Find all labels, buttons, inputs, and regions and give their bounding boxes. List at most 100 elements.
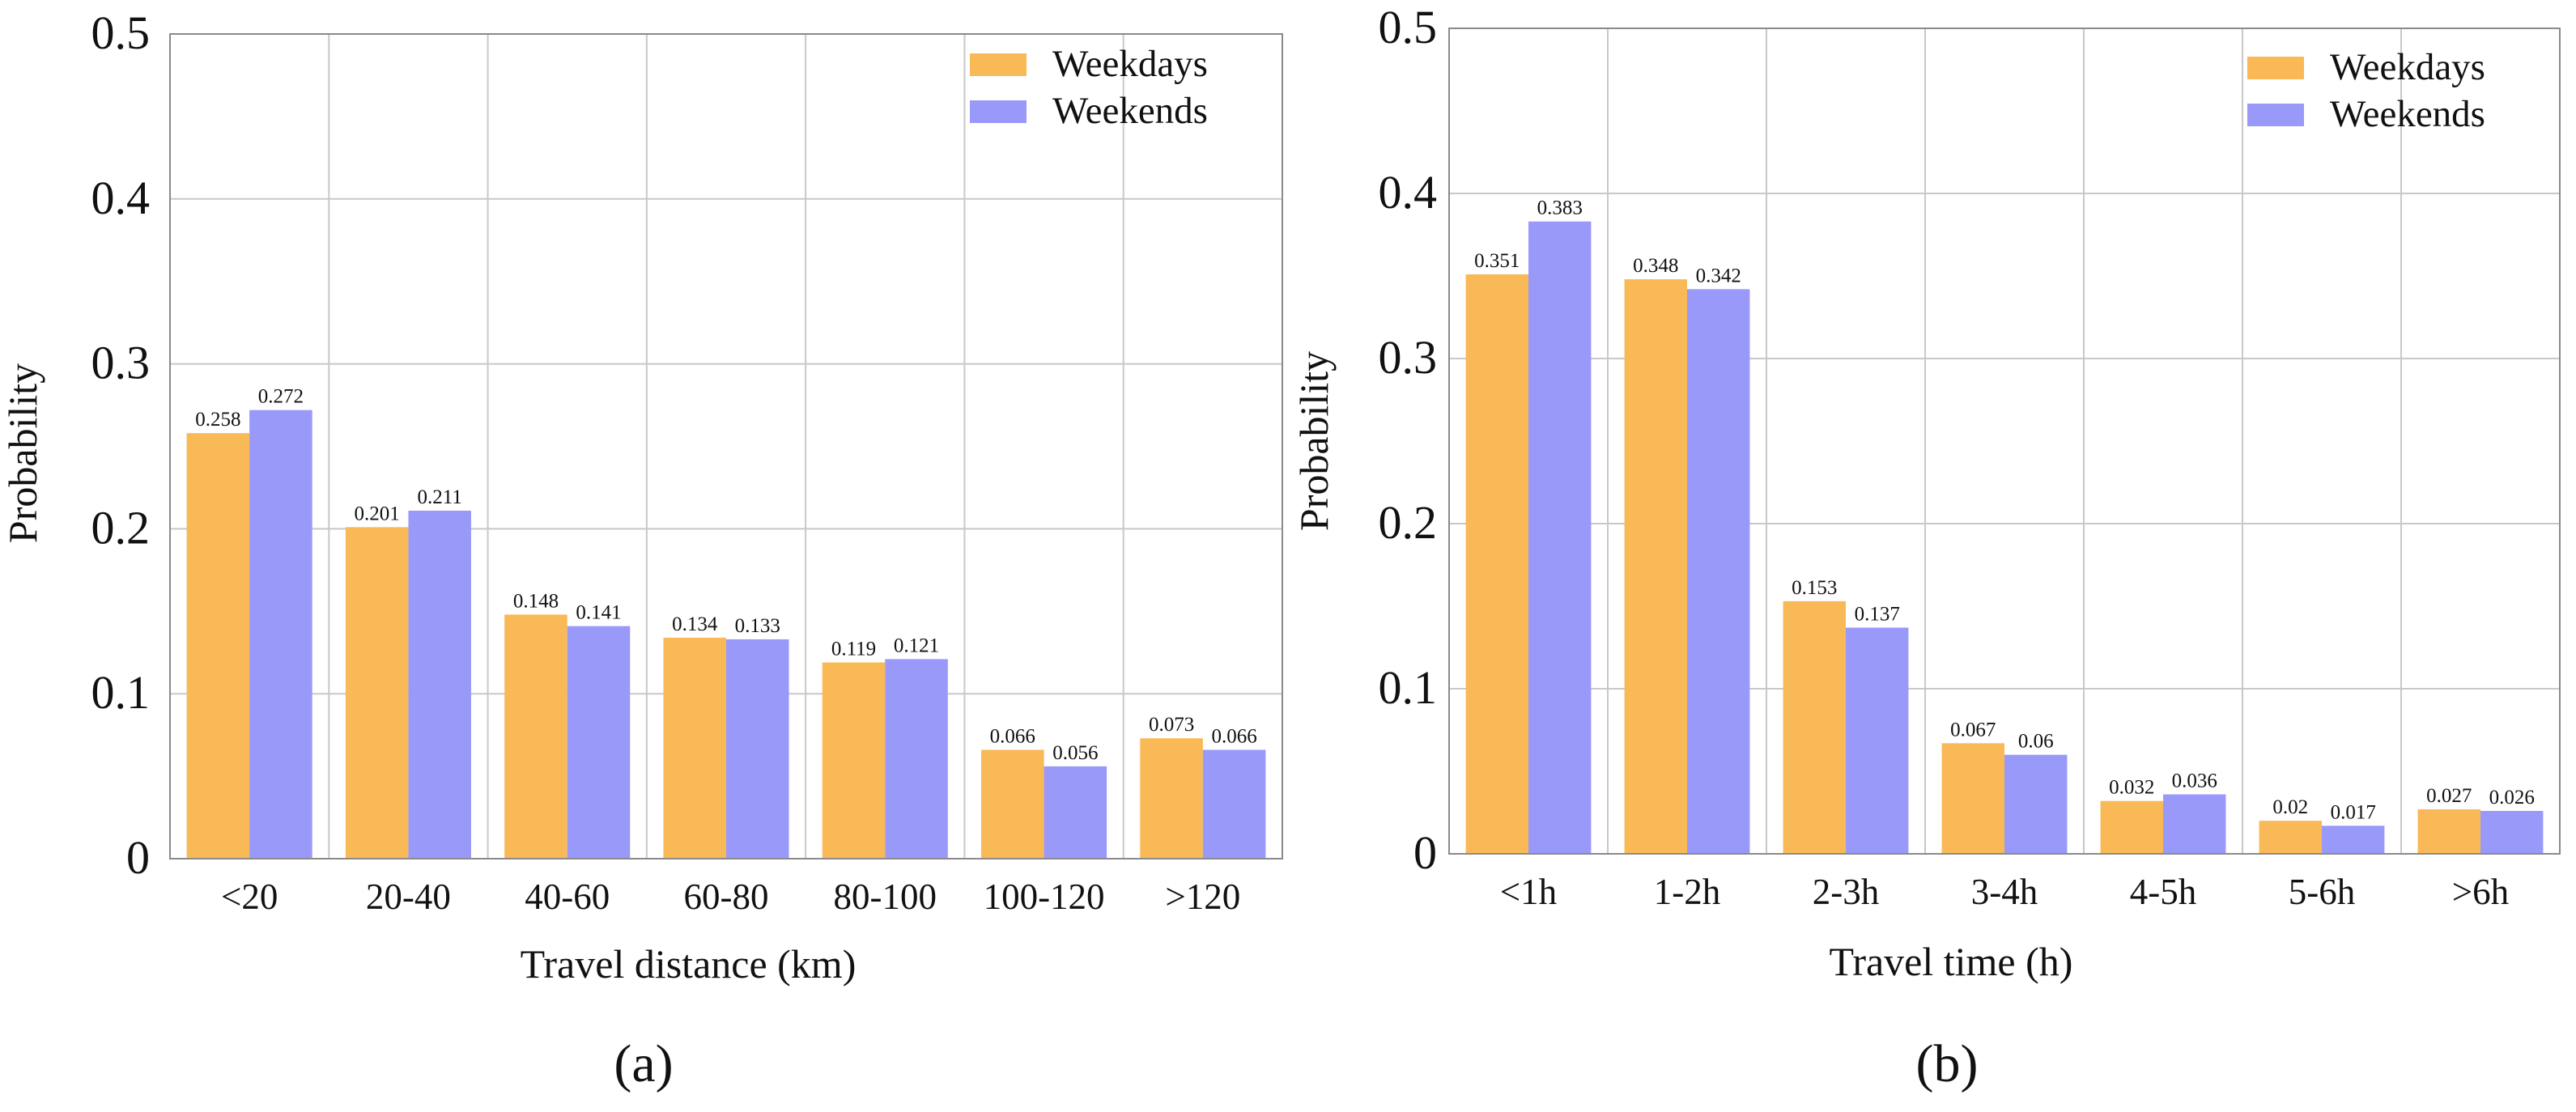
x-tick-label: <1h [1500, 872, 1557, 912]
bar-value-label: 0.134 [672, 613, 718, 635]
weekends-bar [885, 659, 948, 859]
y-axis-label: Probability [1291, 351, 1337, 531]
x-tick-label: 4-5h [2130, 872, 2197, 912]
weekdays-bar [1140, 738, 1203, 859]
bar-value-label: 0.201 [355, 503, 400, 524]
weekends-bar [2163, 794, 2226, 854]
bar-value-label: 0.121 [894, 635, 939, 656]
legend-label: Weekdays [2330, 46, 2485, 88]
weekdays-bar [2417, 809, 2480, 854]
weekdays-bar [822, 662, 886, 859]
weekdays-bar [1465, 274, 1528, 855]
bar-value-label: 0.148 [513, 590, 559, 612]
y-tick-label: 0 [126, 831, 150, 884]
x-axis-label: Travel distance (km) [521, 941, 857, 987]
chart-panel-a: 0 0.1 0.2 0.3 0.4 0.5 0.258 0.272 <20 0.201 0.211 2… [0, 6, 1283, 1093]
legend-label: Weekends [1052, 90, 1208, 132]
y-tick-label: 0.5 [91, 6, 151, 59]
bar-value-label: 0.383 [1537, 197, 1583, 219]
weekdays-bar [345, 527, 409, 859]
panel-label: (b) [1916, 1034, 1979, 1093]
x-tick-label: 80-100 [834, 876, 937, 917]
weekends-bar [1202, 749, 1266, 859]
y-tick-label: 0.1 [1379, 661, 1438, 714]
y-tick-label: 0 [1413, 826, 1437, 879]
weekends-bar [1687, 289, 1750, 854]
y-tick-label: 0.3 [1379, 331, 1438, 384]
bar-value-label: 0.066 [990, 725, 1035, 747]
legend: Weekdays Weekends [970, 43, 1208, 132]
weekdays-bar [1624, 279, 1687, 855]
bar-value-label: 0.056 [1052, 742, 1098, 764]
weekends-legend-swatch [2247, 104, 2304, 126]
bar-value-label: 0.272 [258, 386, 304, 408]
y-tick-label: 0.4 [1379, 166, 1438, 219]
x-axis-label: Travel time (h) [1830, 939, 2073, 984]
weekdays-bar [1941, 743, 2004, 854]
weekends-bar [726, 639, 789, 859]
bar-value-label: 0.342 [1696, 265, 1741, 286]
weekdays-bar [2100, 800, 2163, 854]
weekdays-legend-swatch [2247, 57, 2304, 79]
weekends-bar [2322, 826, 2385, 854]
bar-value-label: 0.026 [2489, 787, 2535, 809]
bar-value-label: 0.06 [2018, 731, 2054, 753]
x-tick-label: <20 [221, 876, 278, 917]
plot-frame [1448, 28, 2561, 855]
bar-value-label: 0.066 [1211, 725, 1256, 747]
weekends-bar [1044, 766, 1107, 859]
bar-value-label: 0.133 [735, 615, 780, 637]
y-tick-label: 0.5 [1379, 1, 1438, 53]
panel-label: (a) [614, 1034, 673, 1093]
bar-value-label: 0.036 [2172, 770, 2217, 792]
bar-value-label: 0.067 [1950, 719, 1996, 741]
y-tick-label: 0.1 [91, 666, 151, 719]
bar-value-label: 0.141 [576, 602, 621, 624]
weekdays-bar [663, 637, 726, 859]
legend-label: Weekdays [1052, 43, 1208, 85]
legend: Weekdays Weekends [2247, 46, 2485, 135]
bar-value-label: 0.258 [195, 409, 240, 431]
weekdays-bar [186, 433, 250, 859]
bar-value-label: 0.032 [2109, 777, 2154, 799]
y-tick-label: 0.4 [91, 172, 151, 224]
plot-frame [169, 33, 1283, 859]
x-tick-label: >120 [1165, 876, 1240, 917]
weekdays-bar [1783, 601, 1846, 854]
y-tick-label: 0.2 [91, 501, 151, 554]
y-tick-label: 0.2 [1379, 496, 1438, 549]
bar-value-label: 0.02 [2272, 796, 2308, 818]
weekends-bar [2004, 754, 2068, 854]
weekdays-bar [981, 749, 1044, 859]
x-tick-label: 5-6h [2289, 872, 2356, 912]
bar-value-label: 0.027 [2426, 785, 2472, 807]
weekends-bar [567, 626, 631, 859]
bar-value-label: 0.348 [1633, 255, 1678, 277]
weekends-bar [1528, 221, 1592, 854]
bar-value-label: 0.119 [831, 638, 876, 660]
bar-value-label: 0.211 [418, 486, 462, 508]
y-axis-label: Probability [0, 363, 45, 543]
weekends-bar [408, 510, 471, 859]
weekends-bar [249, 410, 312, 859]
x-tick-label: 100-120 [984, 876, 1105, 917]
weekdays-legend-swatch [970, 53, 1027, 76]
weekends-legend-swatch [970, 100, 1027, 123]
legend-label: Weekends [2330, 93, 2485, 135]
weekends-bar [2480, 810, 2544, 854]
x-tick-label: >6h [2452, 872, 2509, 912]
x-tick-label: 20-40 [366, 876, 451, 917]
x-tick-label: 60-80 [684, 876, 769, 917]
bar-value-label: 0.137 [1855, 604, 1900, 626]
x-tick-label: 1-2h [1654, 872, 1721, 912]
x-tick-label: 3-4h [1971, 872, 2038, 912]
y-tick-label: 0.3 [91, 337, 151, 389]
bar-value-label: 0.153 [1792, 577, 1837, 599]
weekdays-bar [2259, 821, 2322, 854]
weekdays-bar [504, 614, 567, 859]
bar-value-label: 0.017 [2331, 801, 2376, 823]
bar-value-label: 0.073 [1149, 714, 1194, 736]
chart-panel-b: 0 0.1 0.2 0.3 0.4 0.5 0.351 0.383 <1h 0.348 0.342 1… [1291, 1, 2561, 1093]
x-tick-label: 2-3h [1813, 872, 1880, 912]
